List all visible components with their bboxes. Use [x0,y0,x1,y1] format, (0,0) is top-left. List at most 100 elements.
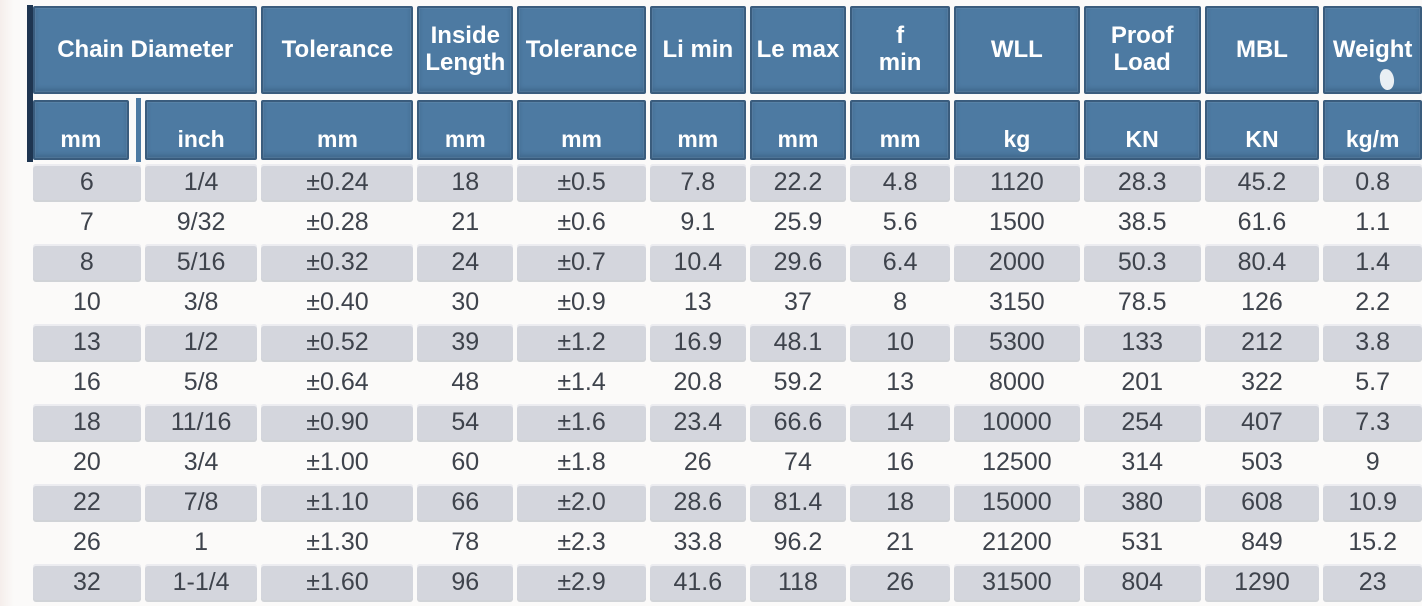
table-cell: ±0.28 [261,204,413,240]
table-cell: 39 [417,324,514,360]
table-cell: 16.9 [649,324,746,360]
table-cell: 7 [33,204,141,240]
table-cell: 96 [417,564,514,600]
cell-value: 7.3 [1355,407,1391,436]
table-cell: 18 [417,164,514,200]
cell-value: ±1.8 [557,447,606,476]
table-row: 6 1/4 ±0.24 18 ±0.5 7.8 22.2 4.8 1120 28.3 45.2 0.8 [33,164,1422,200]
table-cell: 21200 [954,524,1080,560]
header-label: Le max [756,35,840,63]
table-cell: 5.6 [850,204,950,240]
unit-cell-7-mm: mm [850,100,950,160]
table-cell: 5.7 [1323,364,1422,400]
cell-value: 1.1 [1355,207,1391,236]
unit-cell-11-kg-m: kg/m [1323,100,1422,160]
table-cell: 10 [850,324,950,360]
cell-value: 18 [72,407,101,436]
table-cell: 29.6 [749,244,847,280]
table-cell: ±1.30 [261,524,413,560]
table-cell: 61.6 [1205,204,1320,240]
table-cell: 66.6 [749,404,847,440]
header-label: WLL [990,35,1043,63]
unit-cell-9-kn: KN [1083,100,1201,160]
table-cell: 12500 [954,444,1080,480]
cell-value: 22.2 [773,167,823,196]
table-cell: 10.9 [1323,484,1422,520]
cell-value: 407 [1241,407,1283,436]
unit-cell-1-inch: inch [135,98,258,162]
cell-value: 9/32 [176,207,226,236]
table-cell: 31500 [953,564,1080,600]
cell-value: 23 [1358,567,1387,596]
table-cell: 78 [417,524,513,560]
table-cell: ±0.40 [261,284,413,320]
cell-value: 15.2 [1348,527,1397,556]
cell-value: ±0.6 [557,207,606,236]
table-cell: 1.1 [1323,204,1422,240]
cell-value: 30 [451,287,480,316]
table-cell: 407 [1204,404,1320,440]
table-row: 20 3/4 ±1.00 60 ±1.8 26 74 16 12500 314 503 9 [33,444,1422,480]
cell-value: 26 [683,447,712,476]
cell-value: 1290 [1234,567,1290,596]
cell-value: 503 [1241,447,1283,476]
cell-value: 5/16 [176,247,226,276]
table-cell: 1-1/4 [144,564,258,600]
cell-value: ±0.32 [306,247,369,276]
table-cell: 20 [33,444,141,480]
cell-value: 2.2 [1355,287,1391,316]
cell-value: 380 [1121,487,1164,516]
cell-value: ±2.9 [557,567,606,596]
table-cell: 38.5 [1084,204,1201,240]
cell-value: 118 [778,567,818,596]
cell-value: 32 [72,567,101,596]
table-cell: ±2.9 [517,564,646,600]
cell-value: 3/8 [183,287,219,316]
table-cell: 0.8 [1323,164,1422,200]
table-cell: 37 [750,284,847,320]
smudge-artifact [1378,68,1396,91]
table-cell: ±0.24 [261,164,414,200]
cell-value: 133 [1121,327,1164,356]
table-cell: ±0.32 [261,244,414,280]
table-cell: 1/4 [144,164,258,200]
table-cell: 26 [33,524,141,560]
cell-value: 314 [1121,447,1164,476]
table-header-row: Chain Diameter Tolerance Inside Length Tole… [33,6,1422,94]
table-row: 8 5/16 ±0.32 24 ±0.7 10.4 29.6 6.4 2000 50.3 80.4 1… [33,244,1422,280]
table-cell: 804 [1083,564,1201,600]
table-cell: 78.5 [1084,284,1201,320]
table-cell: 80.4 [1204,244,1320,280]
table-cell: 96.2 [750,524,847,560]
header-label: Li min [662,35,734,63]
cell-value: 3.8 [1355,327,1391,356]
table-cell: 212 [1204,324,1320,360]
cell-value: 13 [683,287,712,316]
cell-value: 10 [72,287,101,316]
table-row: 16 5/8 ±0.64 48 ±1.4 20.8 59.2 13 8000 201 322 5.7 [33,364,1422,400]
table-cell: 380 [1083,484,1201,520]
header-cell-mbl: MBL [1204,6,1320,94]
table-cell: 11/16 [144,404,258,440]
cell-value: 1/4 [183,167,219,196]
cell-value: 7.8 [680,167,716,196]
table-row: 22 7/8 ±1.10 66 ±2.0 28.6 81.4 18 15000 380 608 10.… [33,484,1422,520]
cell-value: 6.4 [882,247,918,276]
table-cell: 41.6 [649,564,746,600]
table-cell: 4.8 [850,164,950,200]
cell-value: 39 [451,327,480,356]
table-cell: 10 [33,284,141,320]
cell-value: 3/4 [183,447,219,476]
table-row: 26 1 ±1.30 78 ±2.3 33.8 96.2 21 21200 531 849 15.2 [33,524,1422,560]
unit-label: kg/m [1345,126,1400,153]
table-cell: 18 [850,484,950,520]
unit-cell-0-mm: mm [33,100,129,160]
cell-value: 2000 [989,247,1045,276]
cell-value: ±1.30 [306,527,369,556]
header-cell-li-min: Li min [649,6,746,94]
unit-cell-6-mm: mm [749,100,847,160]
table-cell: 23.4 [649,404,746,440]
header-label: f min [878,22,922,76]
table-cell: ±1.8 [517,444,646,480]
table-cell: 9/32 [145,204,258,240]
